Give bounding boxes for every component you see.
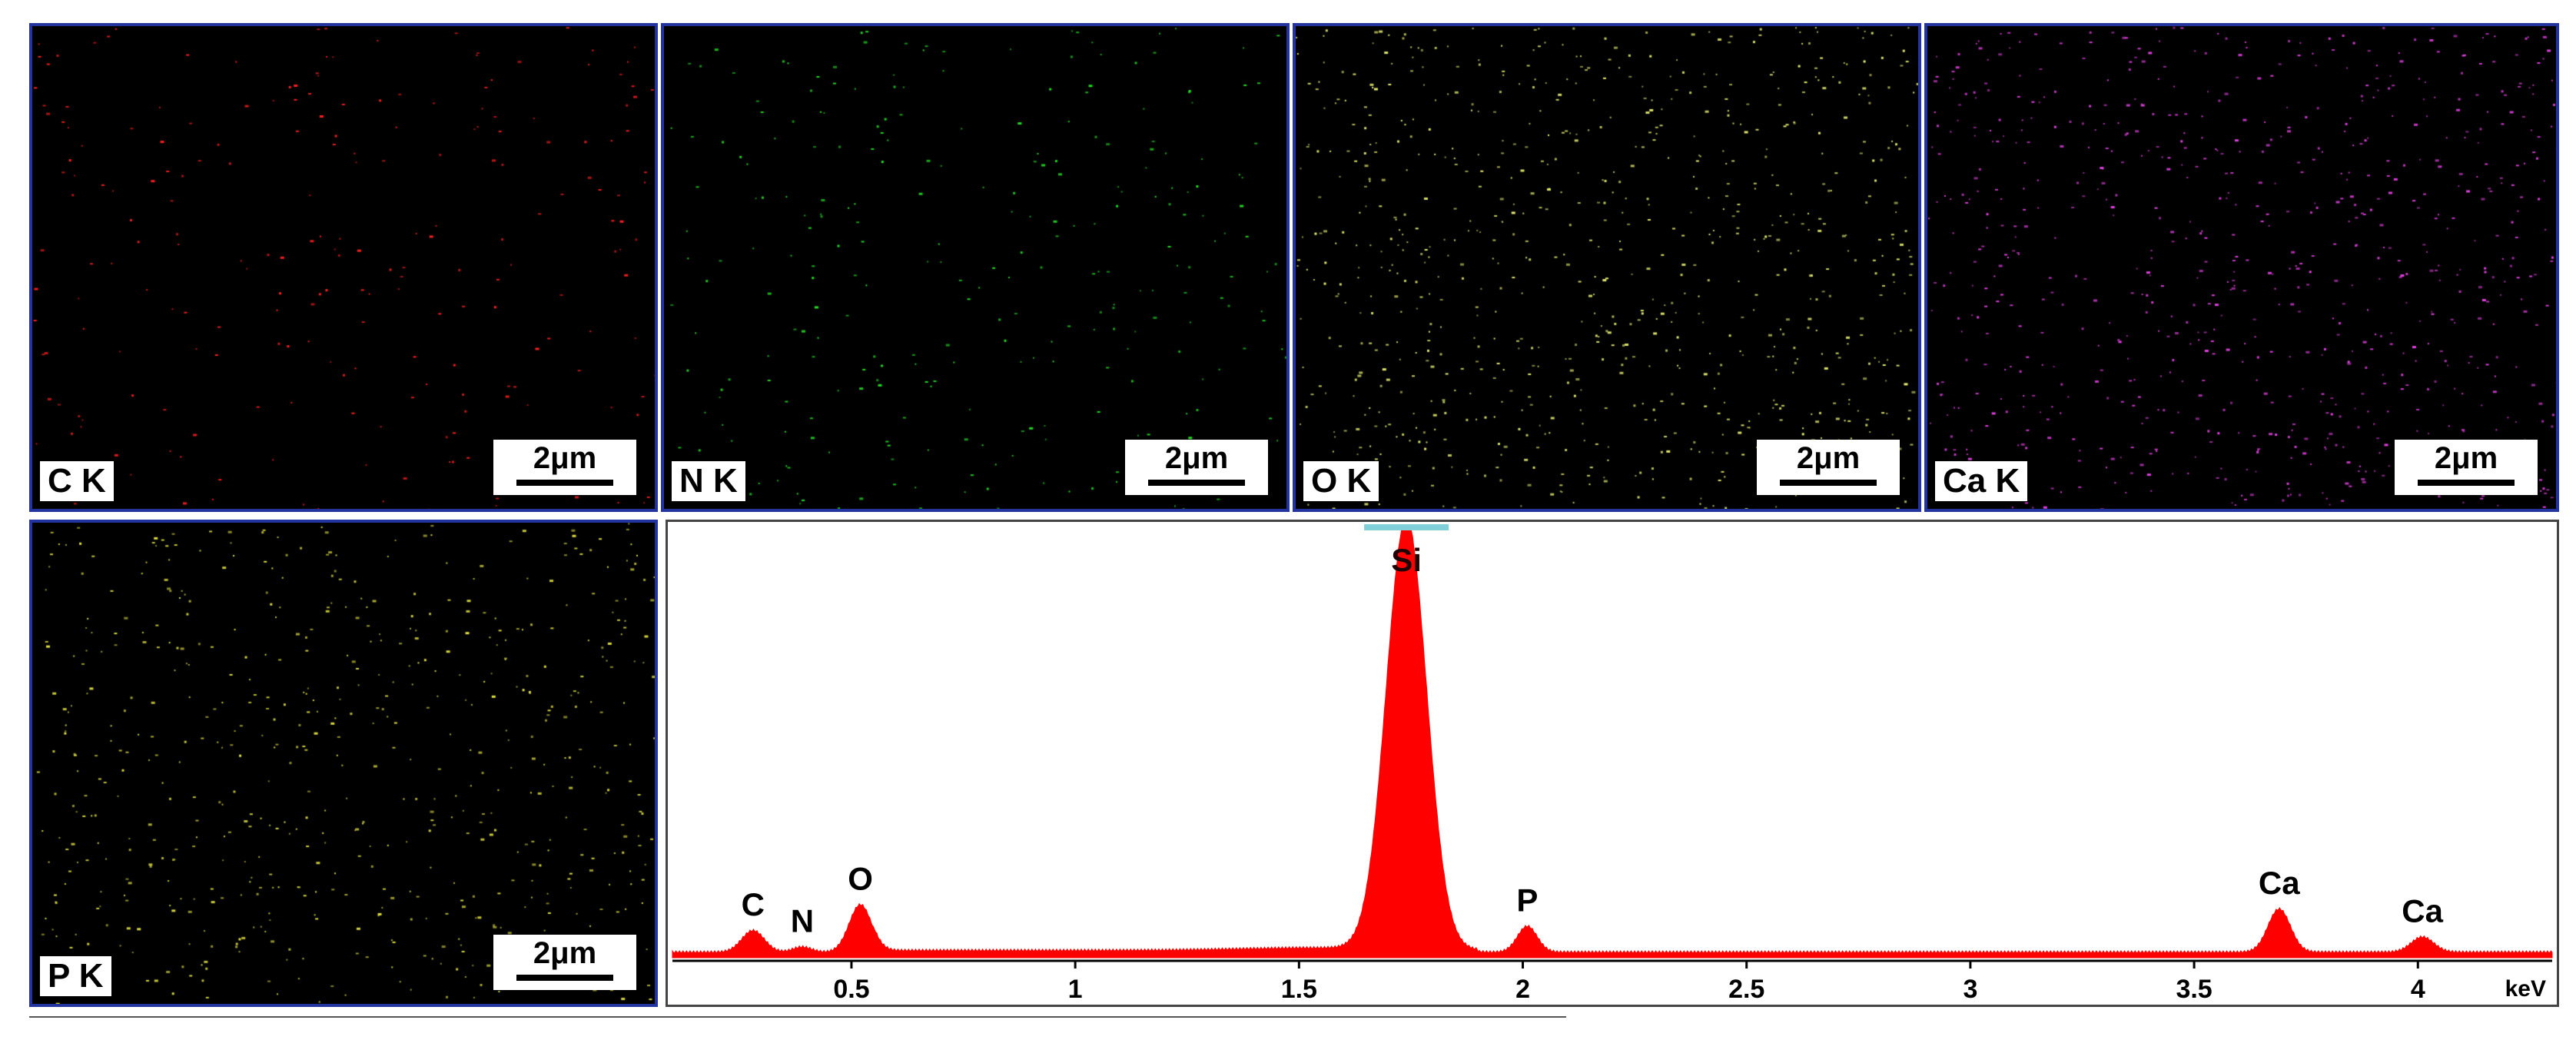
scale-bar-label: 2μm bbox=[533, 936, 597, 970]
map-image-c bbox=[32, 26, 655, 509]
scale-bar: 2μm bbox=[493, 935, 636, 990]
x-tick-label: 2.5 bbox=[1728, 975, 1764, 1004]
map-panel-p: P K 2μm bbox=[29, 520, 658, 1007]
map-panel-ca: Ca K 2μm bbox=[1924, 23, 2559, 512]
x-axis-unit-label: keV bbox=[2505, 976, 2546, 1002]
peak-label: Ca bbox=[2402, 893, 2443, 929]
scale-bar: 2μm bbox=[1125, 440, 1268, 495]
element-label: N K bbox=[672, 461, 745, 501]
scale-bar-label: 2μm bbox=[533, 441, 597, 475]
x-tick-label: 4 bbox=[2411, 975, 2425, 1004]
spectrum-area bbox=[672, 526, 2553, 959]
peak-label: Ca bbox=[2259, 865, 2300, 901]
x-tick-label: 0.5 bbox=[833, 975, 869, 1004]
x-tick-label: 1 bbox=[1068, 975, 1083, 1004]
map-panel-c: C K 2μm bbox=[29, 23, 658, 512]
scale-bar-line bbox=[516, 975, 613, 981]
peak-label: Si bbox=[1391, 542, 1422, 578]
element-label: P K bbox=[40, 956, 111, 996]
element-label: Ca K bbox=[1935, 461, 2028, 501]
map-panel-o: O K 2μm bbox=[1293, 23, 1921, 512]
scale-bar-label: 2μm bbox=[1796, 441, 1861, 475]
eds-spectrum-panel: 0.5 1 1.5 2 2.5 3 3.5 4 keV C N O Si P Ca Ca bbox=[666, 520, 2559, 1007]
scale-bar-line bbox=[516, 480, 613, 486]
scale-bar-line bbox=[1780, 480, 1877, 486]
element-label: O K bbox=[1303, 461, 1379, 501]
scale-bar: 2μm bbox=[2395, 440, 2538, 495]
scale-bar: 2μm bbox=[493, 440, 636, 495]
peak-label: C bbox=[742, 886, 765, 922]
scale-bar: 2μm bbox=[1757, 440, 1900, 495]
map-panel-n: N K 2μm bbox=[661, 23, 1290, 512]
scale-bar-line bbox=[2418, 480, 2515, 486]
peak-label: P bbox=[1516, 882, 1538, 919]
x-tick-label: 2 bbox=[1515, 975, 1530, 1004]
peak-label: O bbox=[848, 861, 873, 897]
map-image-n bbox=[664, 26, 1286, 509]
map-image-ca bbox=[1927, 26, 2556, 509]
eds-spectrum-chart: 0.5 1 1.5 2 2.5 3 3.5 4 keV C NO Si P Ca Ca bbox=[672, 524, 2553, 1004]
figure-bottom-rule bbox=[29, 1016, 1566, 1018]
peak-label: N bbox=[791, 903, 814, 939]
peak-cap-marker bbox=[1364, 524, 1449, 530]
x-tick-label: 3.5 bbox=[2176, 975, 2212, 1004]
x-tick-label: 1.5 bbox=[1281, 975, 1317, 1004]
map-image-p bbox=[32, 523, 655, 1004]
scale-bar-line bbox=[1148, 480, 1245, 486]
scale-bar-label: 2μm bbox=[2434, 441, 2498, 475]
scale-bar-label: 2μm bbox=[1164, 441, 1229, 475]
map-image-o bbox=[1296, 26, 1918, 509]
x-tick-label: 3 bbox=[1963, 975, 1977, 1004]
element-label: C K bbox=[40, 461, 114, 501]
